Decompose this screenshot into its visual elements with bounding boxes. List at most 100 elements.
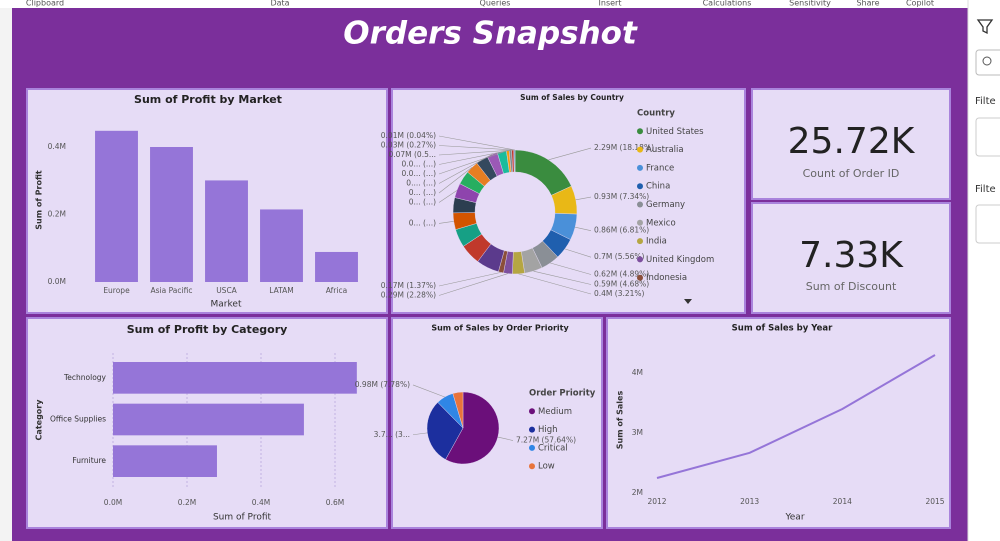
legend-label: Germany: [646, 200, 685, 210]
card-value: 7.33K: [799, 235, 904, 276]
leader-line: [564, 248, 592, 258]
bar: [205, 180, 248, 282]
filter-card[interactable]: [975, 117, 1000, 157]
data-label: 0.7M (5.56%): [594, 252, 645, 261]
filter-icon[interactable]: [976, 19, 994, 35]
x-axis-title: Market: [211, 300, 242, 310]
x-tick-label: USCA: [216, 286, 237, 295]
data-label: 0... (...): [409, 198, 436, 207]
leader-line: [550, 262, 592, 275]
bar: [113, 403, 304, 436]
legend-marker: [529, 463, 535, 470]
slice: [445, 391, 500, 465]
legend-label: India: [646, 237, 667, 247]
data-label: 7.27M (57.64%): [516, 436, 576, 445]
legend-marker: [529, 408, 535, 415]
legend-marker: [637, 219, 643, 226]
filter-label: Filte: [975, 96, 996, 107]
x-tick-label: 2014: [833, 497, 852, 506]
data-label: 0.01M (0.04%): [381, 131, 436, 140]
bar: [95, 130, 138, 282]
leader-line: [518, 273, 592, 295]
leader-line: [438, 273, 509, 296]
panel: [751, 88, 951, 200]
legend-marker: [637, 256, 643, 263]
ribbon-group-label: Share: [856, 0, 879, 8]
legend-label: High: [538, 425, 558, 435]
scroll-arrow[interactable]: [684, 299, 692, 304]
card-value: 25.72K: [788, 121, 916, 162]
chart-title: Sum of Sales by Country: [520, 93, 624, 102]
x-tick-label: 2013: [740, 497, 759, 506]
leader-line: [438, 135, 515, 151]
legend-label: United States: [646, 127, 704, 137]
leader-line: [412, 432, 428, 436]
search-box[interactable]: [975, 49, 1000, 76]
leader-line: [438, 145, 515, 151]
line: [656, 354, 936, 479]
legend-title: Order Priority: [529, 389, 596, 399]
leader-line: [438, 154, 493, 184]
bar: [150, 147, 193, 282]
data-label: 0.07M (0.5...: [388, 150, 436, 159]
legend-label: United Kingdom: [646, 255, 714, 265]
panel: [751, 202, 951, 314]
leader-line: [497, 436, 514, 441]
legend-marker: [637, 128, 643, 135]
report-title: Orders Snapshot: [343, 16, 638, 52]
y-tick-label: Furniture: [72, 456, 106, 465]
leader-line: [412, 384, 445, 398]
data-label: 0... (...): [409, 188, 436, 197]
y-axis-title: Sum of Profit: [35, 170, 44, 230]
bar: [315, 251, 358, 282]
x-tick-label: 0.4M: [252, 498, 270, 507]
leader-line: [438, 221, 454, 224]
leader-line: [438, 272, 501, 287]
leader-line: [575, 196, 592, 201]
data-label: 0.93M (7.34%): [594, 192, 649, 201]
panel: [26, 317, 388, 529]
y-tick-label: Office Supplies: [50, 415, 106, 424]
y-tick-label: 0.4M: [48, 142, 66, 151]
x-tick-label: 2012: [647, 497, 666, 506]
card-label: Count of Order ID: [803, 167, 900, 180]
ribbon-group-label: Copilot: [906, 0, 934, 8]
ribbon-bar: [0, 0, 968, 8]
x-axis-title: Sum of Profit: [213, 513, 272, 523]
x-tick-label: 2015: [925, 497, 944, 506]
data-label: 0.03M (0.27%): [381, 141, 436, 150]
y-axis-title: Category: [35, 399, 44, 441]
x-tick-label: LATAM: [269, 286, 294, 295]
legend-label: Australia: [646, 145, 684, 155]
panel: [606, 317, 951, 529]
leader-line: [533, 270, 592, 285]
data-label: 0.17M (1.37%): [381, 281, 436, 290]
data-label: 0.29M (2.28%): [381, 291, 436, 300]
ribbon-group-label: Insert: [599, 0, 622, 8]
data-label: 0.0... (...): [402, 160, 437, 169]
legend-title: Country: [637, 109, 675, 119]
y-tick-label: 0.2M: [48, 210, 66, 219]
filter-card[interactable]: [975, 204, 1000, 244]
legend-label: Medium: [538, 407, 572, 417]
legend-label: China: [646, 182, 670, 192]
y-tick-label: 2M: [632, 488, 643, 497]
data-label: 0.98M (7.78%): [355, 380, 410, 389]
ribbon: Clipboard Data Queries Insert Calculations Se…: [26, 0, 934, 8]
x-tick-label: Africa: [326, 286, 347, 295]
data-label: 0.4M (3.21%): [594, 289, 645, 298]
y-tick-label: 3M: [632, 428, 643, 437]
x-tick-label: 0.0M: [104, 498, 122, 507]
bar: [113, 362, 357, 394]
legend-label: Mexico: [646, 218, 676, 228]
ribbon-group-label: Clipboard: [26, 0, 64, 8]
filter-pane: [968, 0, 1000, 541]
legend-marker: [637, 146, 643, 153]
chart-title: Sum of Profit by Category: [127, 323, 288, 336]
data-label: 0.... (...): [406, 179, 436, 188]
legend-marker: [637, 274, 643, 281]
ribbon-group-label: Calculations: [703, 0, 752, 8]
ribbon-group-label: Data: [270, 0, 289, 8]
x-tick-label: 0.6M: [326, 498, 344, 507]
